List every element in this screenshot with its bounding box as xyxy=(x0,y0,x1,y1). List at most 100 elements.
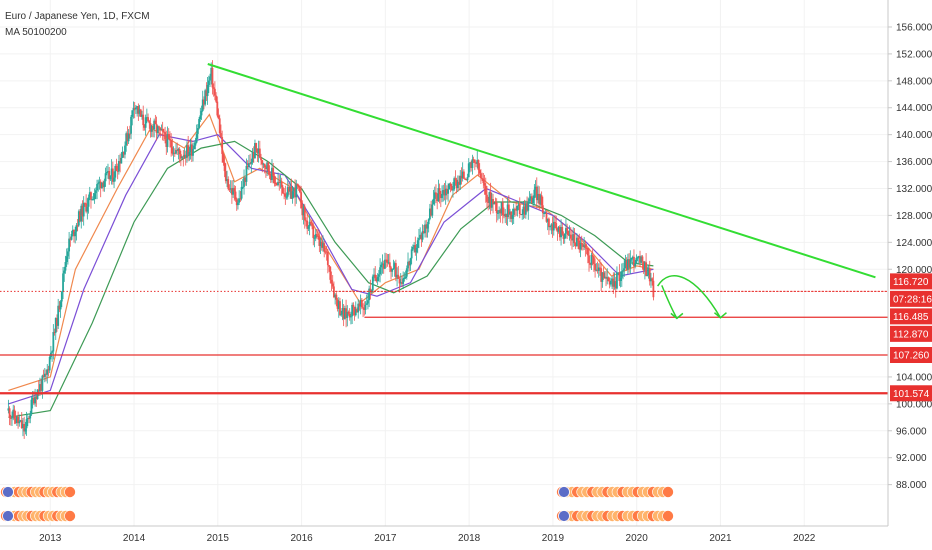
candle-body xyxy=(442,190,445,194)
candle-body xyxy=(543,213,545,215)
candle-body xyxy=(195,133,198,143)
candle-body xyxy=(550,224,553,227)
candle-body xyxy=(380,264,383,268)
candle-body xyxy=(640,256,643,263)
candle-body xyxy=(51,351,54,353)
candle-body xyxy=(22,423,24,429)
candle-body xyxy=(132,107,135,111)
candle-body xyxy=(384,259,386,269)
candle-body xyxy=(360,299,363,308)
candle-body xyxy=(133,107,136,110)
candle-body xyxy=(620,271,623,278)
candle-body xyxy=(392,268,395,270)
candle-body xyxy=(99,181,102,189)
candle-body xyxy=(482,178,485,184)
trendline-layer[interactable] xyxy=(207,63,876,279)
candle-body xyxy=(320,241,323,248)
candle-body xyxy=(189,144,192,153)
event-flag-icon[interactable] xyxy=(558,486,570,498)
event-flag-icon[interactable] xyxy=(2,486,14,498)
y-tick-label: 140.000 xyxy=(896,130,932,141)
candle-body xyxy=(166,134,169,147)
event-marker[interactable] xyxy=(64,510,76,522)
horizontal-levels[interactable] xyxy=(0,290,888,395)
candle-body xyxy=(435,192,437,195)
candle-body xyxy=(243,177,245,187)
event-marker[interactable] xyxy=(64,486,76,498)
candle-body xyxy=(472,159,475,161)
candle-body xyxy=(499,210,502,214)
candle-body xyxy=(122,151,125,155)
candle-body xyxy=(283,193,286,195)
candle-body xyxy=(403,277,406,279)
candle-body xyxy=(190,144,193,156)
candle-body xyxy=(512,208,515,215)
candle-body xyxy=(483,183,486,186)
candle-body xyxy=(375,278,378,281)
candle-body xyxy=(399,282,402,284)
candle-body xyxy=(325,251,328,253)
candle-body xyxy=(390,267,392,272)
candle-body xyxy=(436,194,439,202)
x-tick-label: 2013 xyxy=(39,533,62,544)
candle-body xyxy=(639,256,641,263)
candle-body xyxy=(359,299,362,307)
candle-body xyxy=(393,263,396,269)
candle-body xyxy=(631,256,634,258)
event-markers[interactable] xyxy=(0,486,674,522)
candle-body xyxy=(465,178,468,181)
candle-body xyxy=(540,195,543,206)
candle-body xyxy=(447,189,450,194)
candle-body xyxy=(216,101,219,116)
candle-body xyxy=(87,197,90,207)
event-marker[interactable] xyxy=(662,486,674,498)
projection-arrow[interactable] xyxy=(656,275,722,319)
candle-body xyxy=(40,384,43,391)
candle-body xyxy=(241,186,244,188)
candle-body xyxy=(196,128,199,134)
candle-body xyxy=(532,198,535,204)
candle-body xyxy=(407,261,409,269)
candle-body xyxy=(617,272,620,274)
x-tick-label: 2019 xyxy=(542,533,565,544)
candle-body xyxy=(302,206,305,216)
candle-body xyxy=(318,237,321,246)
candle-body xyxy=(45,373,47,375)
candle-body xyxy=(249,163,252,165)
candle-body xyxy=(509,211,511,215)
price-label-text: 07:28:16 xyxy=(893,294,932,305)
candle-body xyxy=(93,193,96,200)
projection-arrows[interactable] xyxy=(656,275,727,320)
y-tick-label: 128.000 xyxy=(896,211,932,222)
time-axis[interactable]: 2013 2014 2015 2016 2017 2018 2019 2020 2021 2022 xyxy=(39,533,816,544)
candle-body xyxy=(96,184,98,191)
candle-body xyxy=(193,145,196,150)
candle-body xyxy=(409,258,412,266)
candle-body xyxy=(19,420,22,422)
candle-body xyxy=(14,418,17,423)
candle-body xyxy=(494,202,497,204)
event-flag-icon[interactable] xyxy=(558,510,570,522)
candle-body xyxy=(323,243,326,252)
price-label-box xyxy=(890,346,932,363)
candle-body xyxy=(490,199,493,208)
event-flag-icon[interactable] xyxy=(2,510,14,522)
candle-body xyxy=(246,165,249,167)
candle-body xyxy=(566,228,569,231)
candle-body xyxy=(498,210,501,213)
candle-body xyxy=(343,308,346,319)
trendline[interactable] xyxy=(207,63,876,279)
event-marker[interactable] xyxy=(662,510,674,522)
candle-body xyxy=(459,175,462,185)
candle-body xyxy=(68,238,71,252)
projection-arrow[interactable] xyxy=(661,285,678,319)
candle-body xyxy=(303,206,306,221)
candle-body xyxy=(636,257,639,259)
candle-body xyxy=(289,187,292,192)
candle-body xyxy=(233,187,236,192)
candle-body xyxy=(438,188,441,195)
candle-body xyxy=(529,196,532,199)
candle-body xyxy=(645,262,648,276)
price-axis[interactable]: 156.000 152.000 148.000 144.000 140.000 136.0… xyxy=(888,22,932,491)
